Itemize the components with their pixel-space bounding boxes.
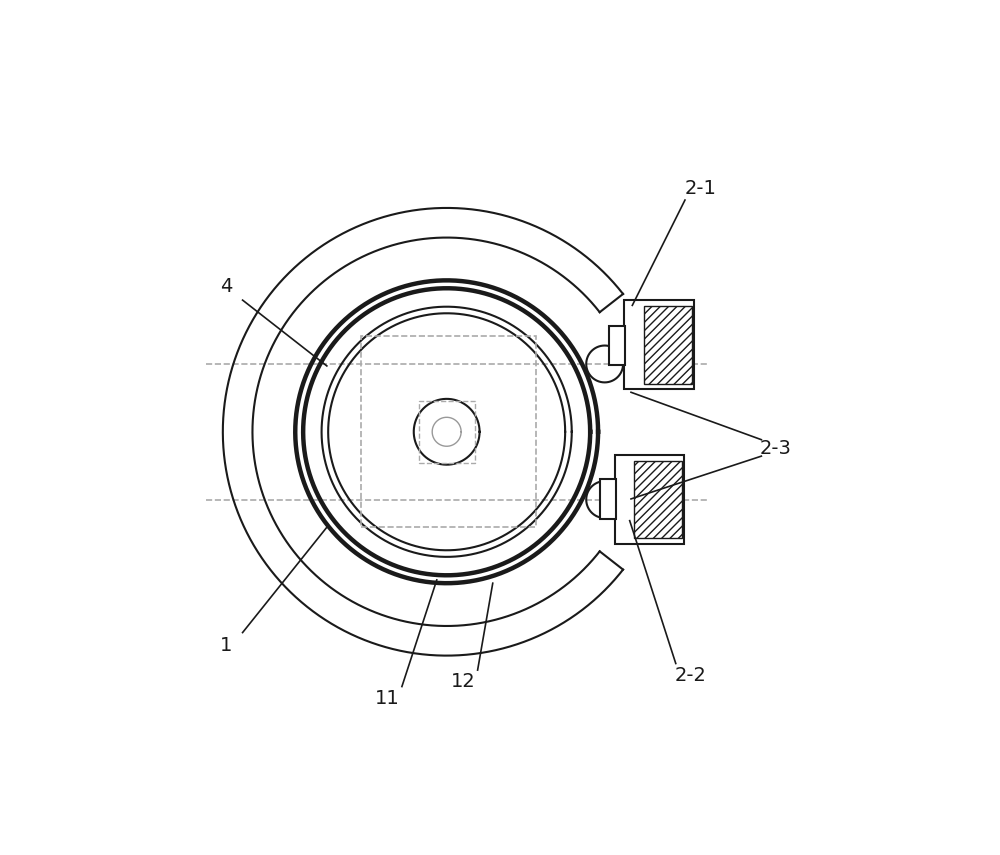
Text: 2-3: 2-3 [760, 439, 792, 457]
Text: 2-1: 2-1 [684, 179, 716, 198]
Bar [624, 300, 694, 389]
Bar [644, 306, 692, 384]
Text: 4: 4 [220, 277, 232, 297]
Bar [361, 336, 536, 528]
Text: 1: 1 [220, 636, 232, 655]
Bar [600, 479, 616, 519]
Text: 2-2: 2-2 [674, 666, 706, 685]
Bar [609, 326, 625, 365]
Bar [615, 455, 684, 544]
Text: 12: 12 [451, 672, 475, 692]
Bar [634, 461, 682, 539]
Text: 11: 11 [375, 689, 400, 708]
Bar [419, 401, 475, 463]
